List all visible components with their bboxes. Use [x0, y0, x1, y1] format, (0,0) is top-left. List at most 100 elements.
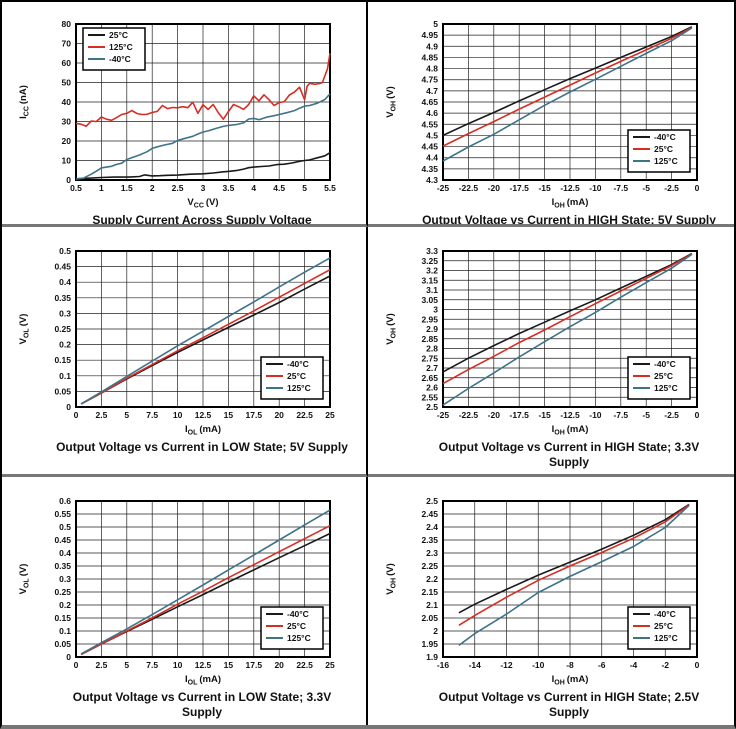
svg-text:2: 2 — [150, 183, 155, 193]
svg-text:3.05: 3.05 — [421, 295, 438, 305]
svg-text:60: 60 — [62, 58, 72, 68]
svg-text:0.15: 0.15 — [54, 355, 71, 365]
svg-text:0.1: 0.1 — [59, 371, 71, 381]
svg-text:3: 3 — [433, 305, 438, 315]
svg-text:25°C: 25°C — [287, 371, 306, 381]
svg-text:IOL(mA): IOL (mA) — [185, 424, 221, 437]
svg-text:20: 20 — [62, 136, 72, 146]
svg-text:0.4: 0.4 — [59, 548, 71, 558]
svg-text:0: 0 — [74, 660, 79, 670]
svg-text:25: 25 — [325, 410, 335, 420]
svg-text:0.15: 0.15 — [54, 613, 71, 623]
svg-text:25°C: 25°C — [287, 621, 306, 631]
svg-text:IOH(mA): IOH (mA) — [552, 674, 589, 687]
svg-text:3.25: 3.25 — [421, 256, 438, 266]
chart-title: Output Voltage vs Current in HIGH State;… — [438, 690, 700, 719]
svg-text:-15: -15 — [538, 183, 551, 193]
svg-text:2.95: 2.95 — [421, 314, 438, 324]
svg-text:2.6: 2.6 — [426, 383, 438, 393]
svg-text:4.45: 4.45 — [421, 142, 438, 152]
svg-text:-8: -8 — [566, 660, 574, 670]
svg-text:-20: -20 — [488, 410, 501, 420]
svg-text:0.3: 0.3 — [59, 308, 71, 318]
svg-text:0.45: 0.45 — [54, 535, 71, 545]
svg-text:125°C: 125°C — [287, 633, 311, 643]
svg-text:0.35: 0.35 — [54, 561, 71, 571]
svg-text:4.5: 4.5 — [426, 130, 438, 140]
svg-text:7.5: 7.5 — [146, 410, 158, 420]
svg-text:0: 0 — [695, 660, 700, 670]
chart-title: Output Voltage vs Current in LOW State; … — [72, 690, 332, 719]
svg-text:17.5: 17.5 — [246, 660, 263, 670]
svg-text:-10: -10 — [589, 410, 602, 420]
svg-text:IOH(mA): IOH (mA) — [552, 424, 589, 437]
svg-text:2.5: 2.5 — [95, 410, 107, 420]
chart-panel-voh-3v3: -25 -22.5 -20 -17.5 -15 -12.5 -10 -7.5 -5 -2.5 0 2.… — [368, 227, 734, 477]
svg-text:4.55: 4.55 — [421, 119, 438, 129]
svg-text:0.5: 0.5 — [59, 522, 71, 532]
svg-text:0.6: 0.6 — [59, 496, 71, 506]
svg-text:0.05: 0.05 — [54, 386, 71, 396]
svg-text:-7.5: -7.5 — [613, 183, 628, 193]
svg-text:-40°C: -40°C — [109, 54, 131, 64]
svg-text:-2: -2 — [661, 660, 669, 670]
svg-text:2.2: 2.2 — [426, 574, 438, 584]
svg-text:25: 25 — [325, 660, 335, 670]
svg-text:VOH(V): VOH(V) — [385, 86, 398, 118]
svg-text:20: 20 — [274, 410, 284, 420]
svg-text:0: 0 — [66, 402, 71, 412]
svg-text:0.2: 0.2 — [59, 340, 71, 350]
svg-text:2.5: 2.5 — [426, 496, 438, 506]
svg-text:2.25: 2.25 — [421, 561, 438, 571]
svg-text:2.3: 2.3 — [426, 548, 438, 558]
svg-text:25°C: 25°C — [654, 144, 673, 154]
svg-text:4.75: 4.75 — [421, 75, 438, 85]
svg-text:-5: -5 — [642, 410, 650, 420]
svg-text:4.4: 4.4 — [426, 153, 438, 163]
chart-canvas-voh-5v: -25 -22.5 -20 -17.5 -15 -12.5 -10 -7.5 -5 -2.5 0 4.… — [385, 19, 700, 210]
svg-text:0: 0 — [695, 410, 700, 420]
svg-text:-40°C: -40°C — [287, 359, 309, 369]
svg-text:12.5: 12.5 — [195, 410, 212, 420]
svg-text:10: 10 — [62, 156, 72, 166]
svg-text:-25: -25 — [437, 183, 450, 193]
svg-text:2.1: 2.1 — [426, 600, 438, 610]
svg-text:3.15: 3.15 — [421, 275, 438, 285]
svg-text:4.7: 4.7 — [426, 86, 438, 96]
svg-text:2.9: 2.9 — [426, 324, 438, 334]
svg-text:0.25: 0.25 — [54, 587, 71, 597]
svg-text:2.7: 2.7 — [426, 363, 438, 373]
svg-text:4.65: 4.65 — [421, 97, 438, 107]
svg-text:4: 4 — [251, 183, 256, 193]
svg-text:5: 5 — [124, 410, 129, 420]
svg-text:2.85: 2.85 — [421, 334, 438, 344]
svg-text:0.05: 0.05 — [54, 639, 71, 649]
svg-text:0.5: 0.5 — [70, 183, 82, 193]
svg-text:4.9: 4.9 — [426, 41, 438, 51]
svg-text:125°C: 125°C — [654, 383, 678, 393]
svg-text:2.5: 2.5 — [95, 660, 107, 670]
svg-text:2.65: 2.65 — [421, 373, 438, 383]
chart-canvas-vol-3v3: 0 2.5 5 7.5 10 12.5 15 17.5 20 22.5 25 0 0.05 0.1 0.15… — [18, 496, 335, 687]
chart-panel-voh-5v: -25 -22.5 -20 -17.5 -15 -12.5 -10 -7.5 -5 -2.5 0 4.… — [368, 2, 734, 227]
svg-text:-14: -14 — [469, 660, 482, 670]
svg-text:10: 10 — [173, 410, 183, 420]
svg-text:15: 15 — [224, 410, 234, 420]
svg-text:IOH(mA): IOH (mA) — [552, 197, 589, 210]
svg-text:2.5: 2.5 — [172, 183, 184, 193]
svg-text:0.35: 0.35 — [54, 293, 71, 303]
chart-panel-vol-3v3: 0 2.5 5 7.5 10 12.5 15 17.5 20 22.5 25 0 0.05 0.1 0.15… — [2, 477, 368, 725]
svg-text:0.1: 0.1 — [59, 626, 71, 636]
svg-text:3: 3 — [201, 183, 206, 193]
chart-panel-voh-2v5: -16 -14 -12 -10 -8 -6 -4 -2 0 1.9 1.95 2 2.05 2.1 2.15… — [368, 477, 734, 725]
svg-text:4.35: 4.35 — [421, 164, 438, 174]
svg-text:-2.5: -2.5 — [664, 183, 679, 193]
svg-text:-5: -5 — [642, 183, 650, 193]
svg-text:2.15: 2.15 — [421, 587, 438, 597]
svg-text:125°C: 125°C — [654, 633, 678, 643]
svg-text:70: 70 — [62, 39, 72, 49]
svg-text:30: 30 — [62, 117, 72, 127]
svg-text:-2.5: -2.5 — [664, 410, 679, 420]
chart-title: Output Voltage vs Current in LOW State; … — [56, 440, 348, 454]
